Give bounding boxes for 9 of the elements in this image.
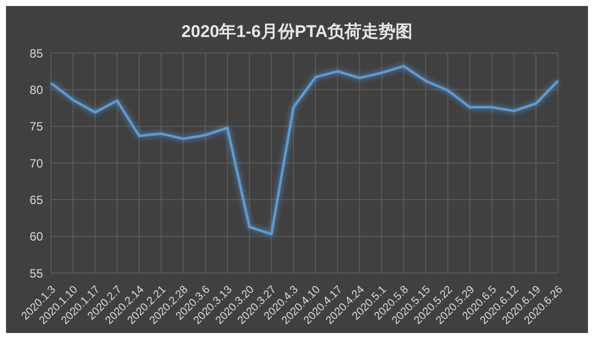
y-tick-label: 65 [30,192,44,207]
y-tick-label: 85 [30,46,44,60]
y-tick-label: 80 [30,82,44,97]
line-series [50,64,560,236]
y-tick-label: 55 [30,266,44,280]
y-tick-label: 75 [30,120,44,134]
y-tick-label: 70 [30,156,44,170]
chart-title: 2020年1-6月份PTA负荷走势图 [180,21,414,43]
y-tick-label: 60 [30,230,44,244]
